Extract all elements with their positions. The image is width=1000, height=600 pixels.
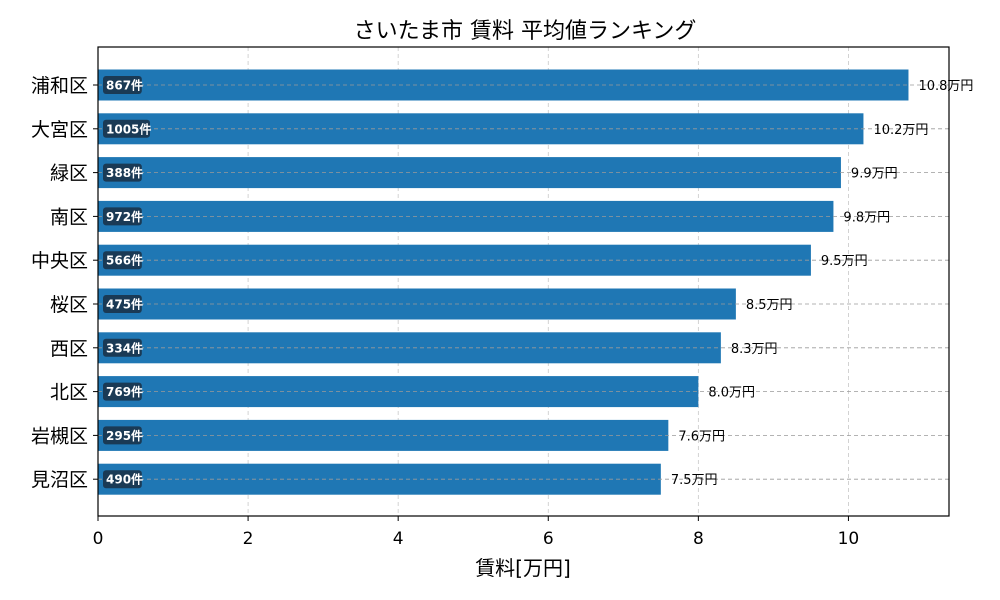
- count-badge: [103, 163, 142, 182]
- y-tick-label: 西区: [50, 338, 88, 360]
- y-tick-label: 桜区: [50, 294, 88, 316]
- count-badge: [103, 207, 142, 226]
- value-label: 10.8万円: [918, 79, 973, 94]
- y-tick-label: 北区: [50, 382, 88, 404]
- plot-area-frame: [97, 46, 950, 517]
- bar: [98, 419, 669, 451]
- count-label: 295件: [106, 428, 143, 443]
- y-tick-label: 中央区: [31, 250, 88, 272]
- y-tick-label: 岩槻区: [31, 425, 88, 447]
- bars: 867件 10.8万円 1005件 10.2万円 388件 9.9万円 972件 9.8万円 5…: [98, 69, 973, 495]
- value-label: 8.3万円: [731, 342, 778, 357]
- count-label: 769件: [106, 384, 143, 399]
- count-label: 334件: [106, 340, 143, 355]
- value-label: 8.0万円: [708, 386, 755, 401]
- value-label: 8.5万円: [746, 298, 793, 313]
- x-tick-label: 0: [93, 529, 104, 549]
- value-label: 7.5万円: [671, 473, 718, 488]
- x-tick-label: 2: [243, 529, 254, 549]
- y-tick-label: 見沼区: [31, 469, 88, 491]
- chart-title: さいたま市 賃料 平均値ランキング: [354, 19, 697, 44]
- value-label: 9.9万円: [851, 167, 898, 182]
- value-label: 7.6万円: [678, 429, 725, 444]
- count-label: 475件: [106, 297, 143, 312]
- count-label: 490件: [106, 472, 143, 487]
- bar: [98, 376, 699, 408]
- count-badge: [103, 119, 150, 138]
- x-tick-label: 6: [543, 529, 554, 549]
- count-label: 972件: [106, 209, 143, 224]
- bar: [98, 244, 811, 276]
- y-tick-label: 浦和区: [31, 75, 88, 97]
- count-badge: [103, 470, 142, 489]
- count-badge: [103, 382, 142, 401]
- x-tick-label: 4: [393, 529, 404, 549]
- x-tick-label: 8: [693, 529, 704, 549]
- count-label: 1005件: [106, 121, 151, 136]
- count-label: 566件: [106, 253, 143, 268]
- value-label: 9.5万円: [821, 254, 868, 269]
- count-badge: [103, 76, 142, 94]
- count-badge: [103, 338, 142, 357]
- y-tick-label: 南区: [50, 206, 88, 228]
- count-label: 867件: [106, 78, 143, 93]
- x-axis-label: 賃料[万円]: [475, 556, 571, 580]
- count-badge: [103, 426, 142, 445]
- y-tick-label: 緑区: [50, 163, 88, 185]
- value-label: 9.8万円: [843, 210, 890, 225]
- x-tick-label: 10: [838, 529, 860, 549]
- count-badge: [103, 295, 142, 313]
- value-label: 10.2万円: [873, 123, 928, 138]
- y-tick-label: 大宮区: [31, 119, 88, 141]
- count-label: 388件: [106, 165, 143, 180]
- count-badge: [103, 251, 142, 270]
